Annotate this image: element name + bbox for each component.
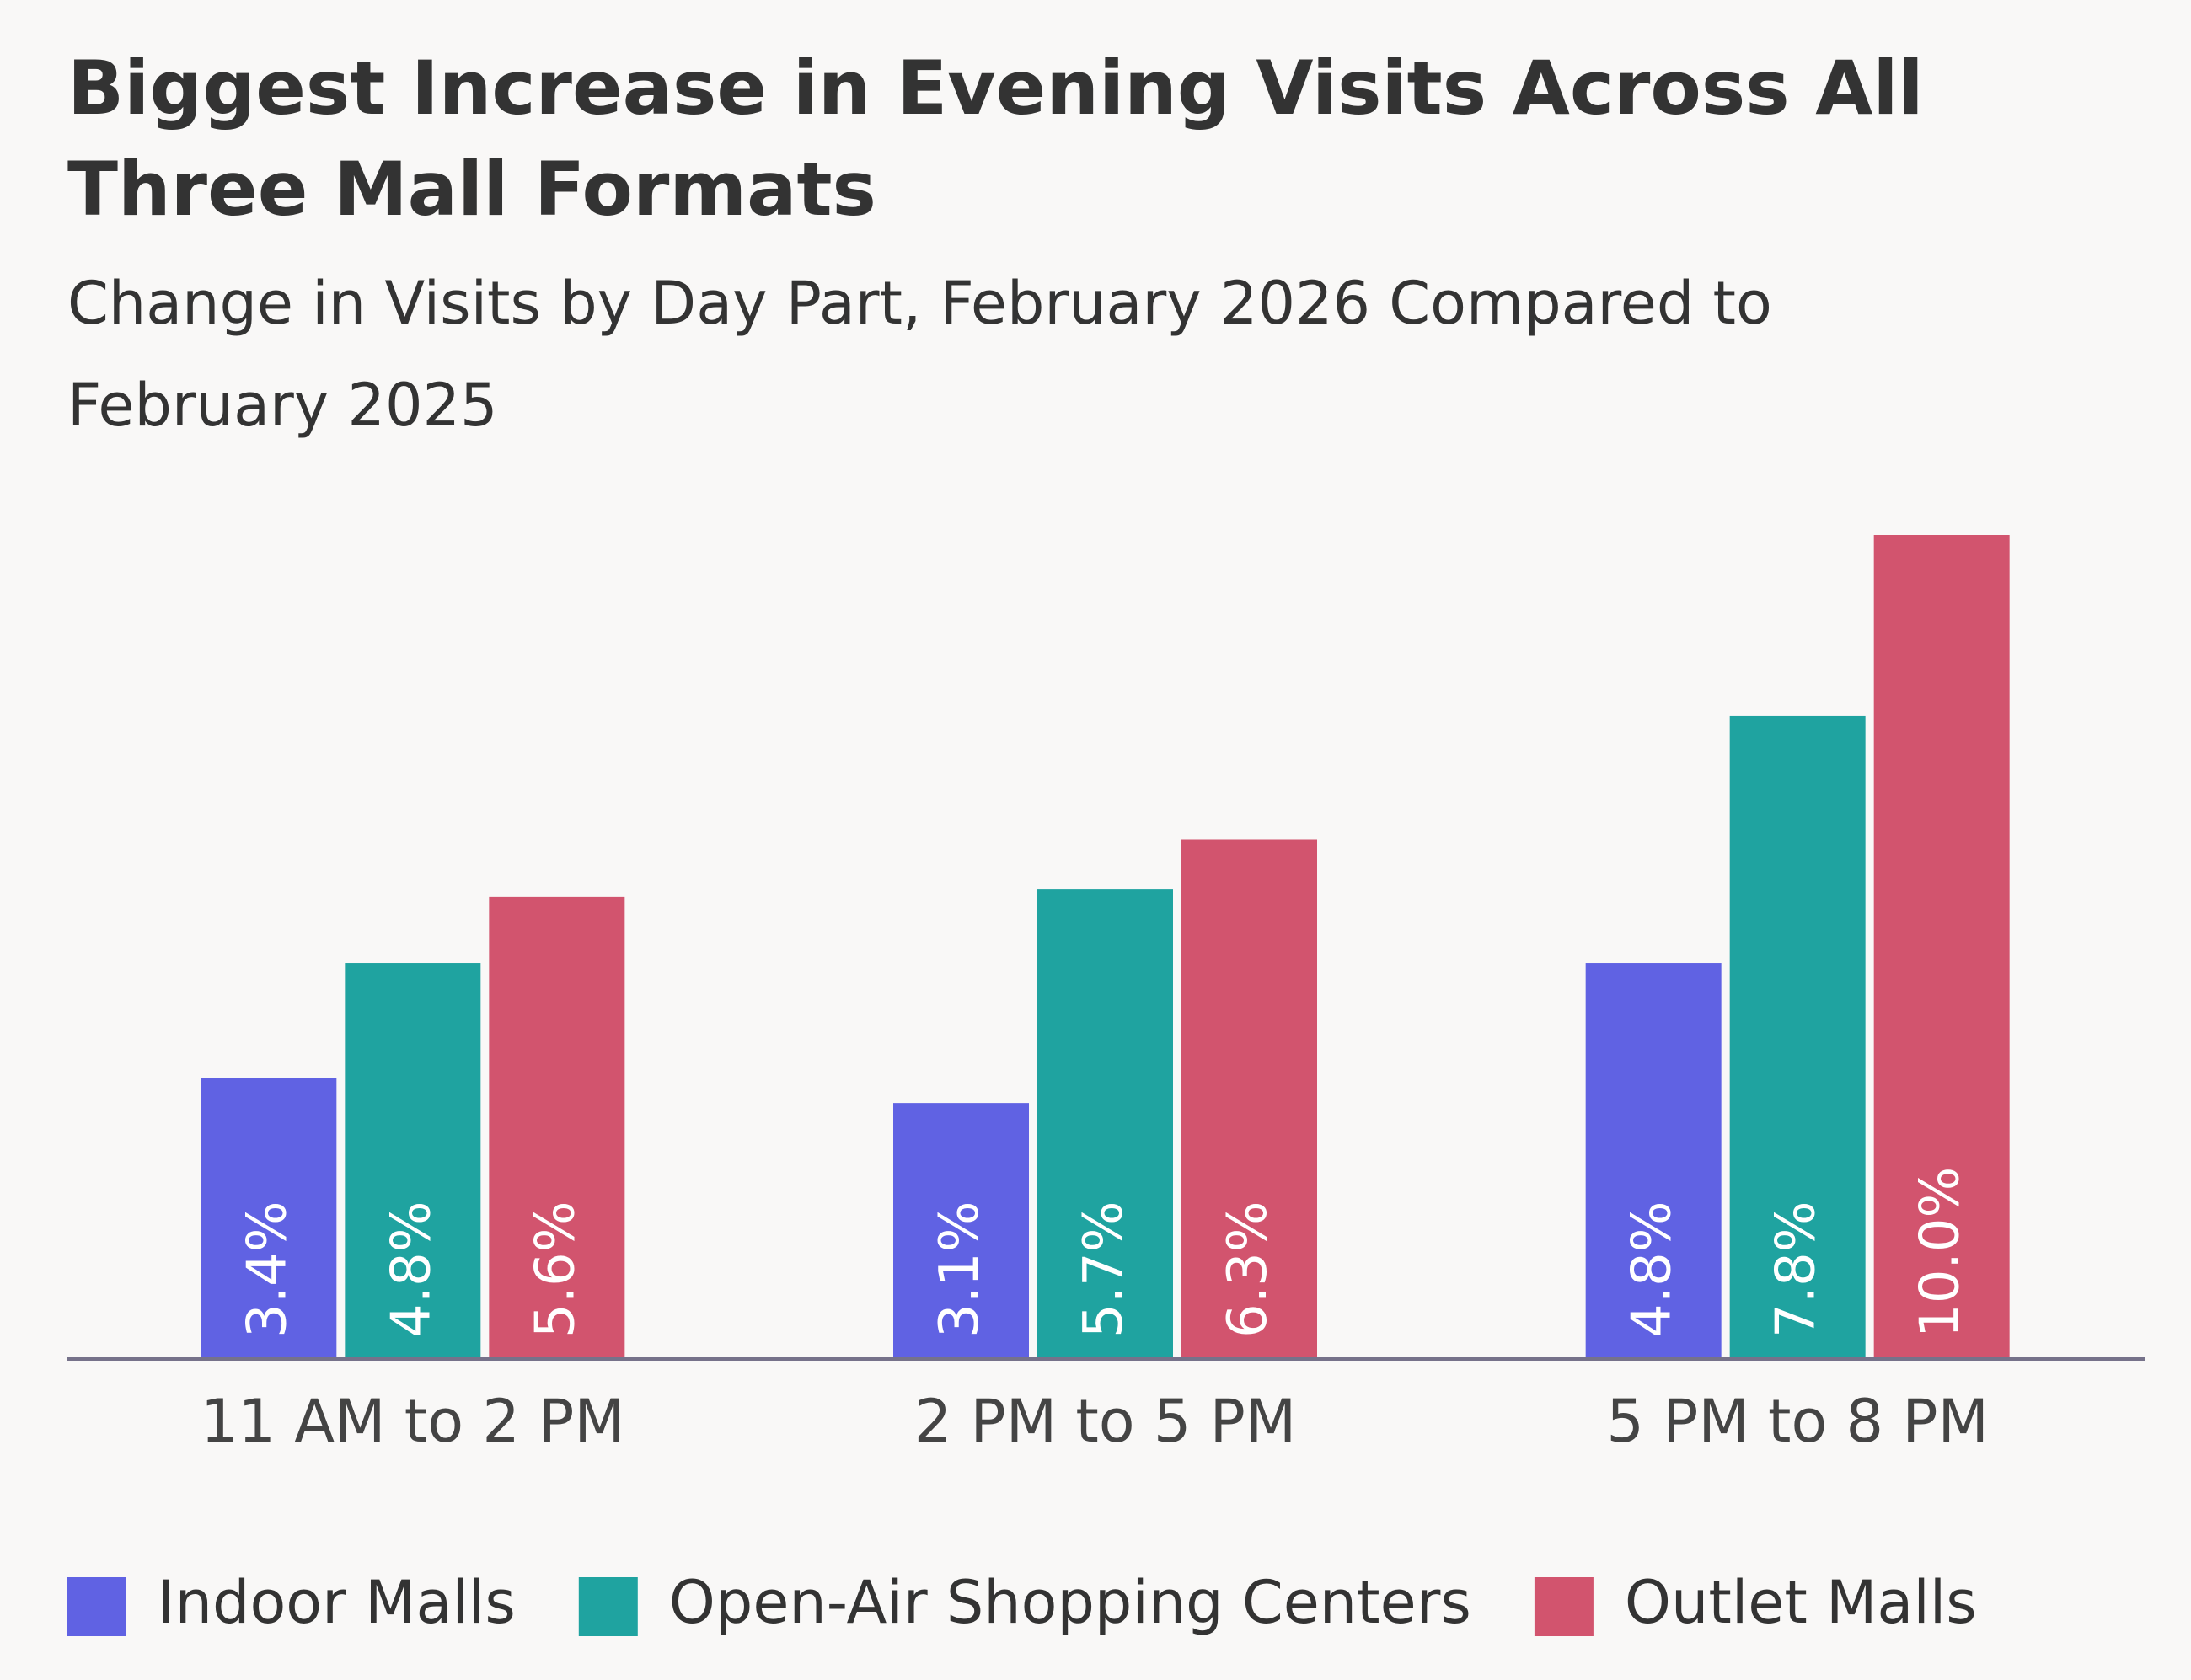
value-label: 5.7%	[1073, 1201, 1135, 1338]
bar	[201, 1078, 337, 1358]
legend-label: Indoor Malls	[158, 1568, 516, 1637]
bar	[893, 1103, 1029, 1358]
legend-swatch	[67, 1577, 126, 1636]
bar	[1585, 963, 1722, 1358]
bar	[1181, 839, 1317, 1358]
value-label: 10.0%	[1910, 1167, 1972, 1338]
legend-swatch	[578, 1577, 638, 1636]
bar	[345, 963, 481, 1358]
value-label: 3.4%	[236, 1201, 298, 1338]
value-label: 7.8%	[1765, 1201, 1828, 1338]
x-tick-label: 11 AM to 2 PM	[201, 1387, 625, 1456]
legend-swatch	[1534, 1577, 1594, 1636]
bar	[1873, 535, 2010, 1358]
value-label: 5.6%	[524, 1201, 587, 1338]
x-tick-label: 2 PM to 5 PM	[914, 1387, 1297, 1456]
chart-title: Biggest Increase in Evening Visits Acros…	[67, 45, 1924, 233]
value-label: 3.1%	[929, 1201, 991, 1338]
x-tick-label: 5 PM to 8 PM	[1606, 1387, 1989, 1456]
chart-subtitle: Change in Visits by Day Part, February 2…	[67, 269, 1772, 440]
legend-label: Outlet Malls	[1625, 1568, 1977, 1637]
value-label: 4.8%	[380, 1201, 442, 1338]
value-label: 6.3%	[1217, 1201, 1279, 1338]
bar	[1037, 889, 1173, 1358]
bar	[1729, 715, 1866, 1358]
legend-label: Open-Air Shopping Centers	[669, 1568, 1471, 1637]
bar	[489, 896, 625, 1358]
value-label: 4.8%	[1621, 1201, 1684, 1338]
